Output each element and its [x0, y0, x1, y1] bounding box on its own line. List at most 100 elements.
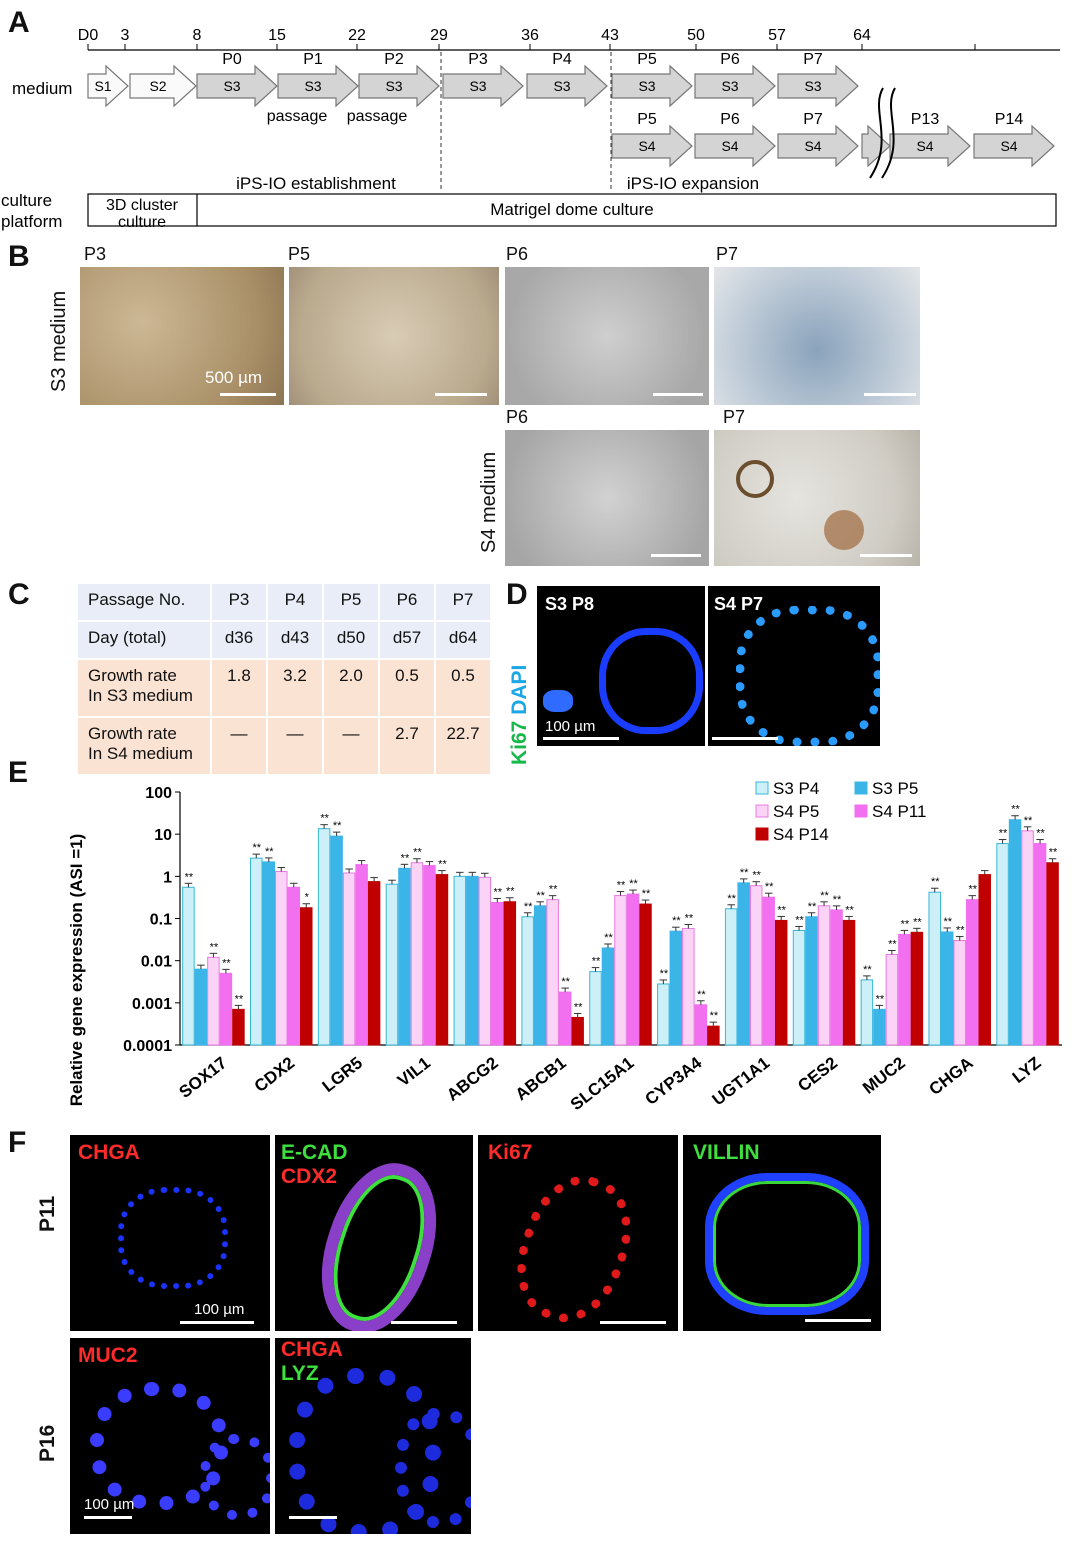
medium-arrow [442, 64, 524, 108]
table-cell: P7 [436, 584, 490, 620]
panel-label-f: F [8, 1126, 27, 1159]
y-axis-label: Relative gene expression (ASI =1) [67, 834, 86, 1107]
bar [1008, 819, 1022, 1046]
legend-swatch [755, 804, 769, 818]
medium-row-s4: S4 P5 S4 P6 S4 P7 S4 P13 S4 P14 [611, 111, 1055, 168]
significance-mark: ** [524, 901, 533, 913]
table-cell: — [324, 718, 378, 774]
bar [978, 874, 991, 1046]
organoid-ring [499, 1161, 649, 1331]
bar [453, 875, 467, 1046]
timeline-tick-label: 22 [348, 27, 366, 44]
fluorescence-p11-ecad-cdx2: E-CAD CDX2 [275, 1135, 473, 1331]
bar [287, 886, 301, 1046]
image-label: S4 P7 [714, 594, 764, 614]
significance-mark: ** [795, 914, 804, 926]
significance-mark: ** [185, 871, 194, 883]
platform-box [87, 193, 1057, 227]
platform-matrigel: Matrigel dome culture [490, 200, 653, 219]
significance-mark: ** [642, 888, 651, 900]
significance-mark: ** [561, 976, 570, 988]
bar [410, 862, 424, 1046]
bar [842, 919, 856, 1046]
table-cell: 0.5 [436, 660, 490, 716]
scale-bar [220, 393, 276, 396]
phase-establishment: iPS-IO establishment [236, 174, 396, 193]
scale-bar [712, 737, 778, 740]
bar [953, 940, 966, 1046]
significance-mark: ** [740, 867, 749, 879]
fluorescence-p11-villin: VILLIN [683, 1135, 881, 1331]
medium-arrow [889, 124, 971, 168]
passage-label: P6 [720, 51, 740, 68]
stain-label: LYZ [281, 1362, 319, 1385]
growth-rate-table: Passage No. P3 P4 P5 P6 P7 Day (total) d… [76, 582, 492, 776]
timeline-tick-label: 15 [268, 27, 286, 44]
bar [724, 908, 738, 1046]
significance-mark: ** [752, 870, 761, 882]
significance-mark: ** [863, 964, 872, 976]
significance-mark: ** [685, 912, 694, 924]
medium-arrow [694, 64, 776, 108]
significance-mark: ** [536, 890, 545, 902]
fluorescence-p11-ki67: Ki67 [478, 1135, 678, 1331]
medium-arrow [973, 124, 1055, 168]
timeline-tick-label: 57 [768, 27, 786, 44]
medium-arrow [129, 64, 197, 108]
medium-arrow [611, 64, 693, 108]
micrograph-s3-p6 [505, 267, 709, 405]
legend-swatch [854, 804, 868, 818]
x-tick-label: VIL1 [394, 1053, 434, 1090]
table-cell: 0.5 [380, 660, 434, 716]
panel-label-c: C [8, 578, 30, 611]
table-row-label: Passage No. [78, 584, 210, 620]
significance-mark: ** [604, 932, 613, 944]
significance-mark: ** [592, 956, 601, 968]
stain-label: CHGA [78, 1141, 140, 1164]
panel-label-b: B [8, 240, 30, 273]
medium-arrow-label: S3 [638, 78, 655, 94]
y-tick-label: 0.001 [132, 996, 172, 1013]
medium-arrow [861, 124, 891, 168]
table-cell: d64 [436, 622, 490, 658]
bar [546, 899, 559, 1046]
timeline-tick-label: 43 [601, 27, 619, 44]
medium-arrow [87, 64, 129, 108]
platform-label-2: platform [1, 212, 62, 231]
significance-mark: ** [401, 852, 410, 864]
medium-arrow [196, 64, 278, 108]
significance-mark: ** [833, 894, 842, 906]
bar [398, 867, 411, 1046]
bar [669, 930, 683, 1046]
significance-mark: ** [777, 904, 786, 916]
timeline-tick-label: 29 [430, 27, 448, 44]
bar [207, 956, 220, 1046]
bar [194, 968, 208, 1046]
fluorescence-s4-p7: S4 P7 [708, 586, 880, 746]
significance-mark: ** [320, 813, 329, 825]
bar [1046, 862, 1059, 1046]
bar [749, 885, 763, 1046]
bar [491, 901, 504, 1046]
significance-mark: ** [901, 918, 910, 930]
fluorescence-p11-chga: CHGA 100 µm [70, 1135, 270, 1331]
s4-medium-label: S4 medium [478, 451, 500, 553]
bar [423, 865, 436, 1046]
x-tick-label: CYP3A4 [641, 1053, 705, 1109]
y-tick-label: 10 [154, 827, 172, 844]
significance-mark: ** [438, 859, 447, 871]
timeline-tick-label: 8 [193, 27, 202, 44]
bar [928, 891, 941, 1046]
significance-mark: ** [574, 1001, 583, 1013]
significance-mark: ** [999, 828, 1008, 840]
medium-arrow-label: S2 [149, 78, 166, 94]
scale-bar-label: 100 µm [194, 1301, 245, 1318]
scale-bar [600, 1321, 666, 1324]
image-label: P6 [506, 244, 529, 264]
bar [762, 896, 775, 1046]
break-mark-2 [881, 87, 896, 179]
bar [435, 874, 449, 1046]
bar [262, 861, 276, 1046]
timeline-diagram: D0 3 8 15 22 29 36 43 50 57 64 S1 S2 S3 P0 S3 P1 S3 P2 S3 P… [1, 27, 1060, 231]
significance-mark: ** [210, 941, 219, 953]
